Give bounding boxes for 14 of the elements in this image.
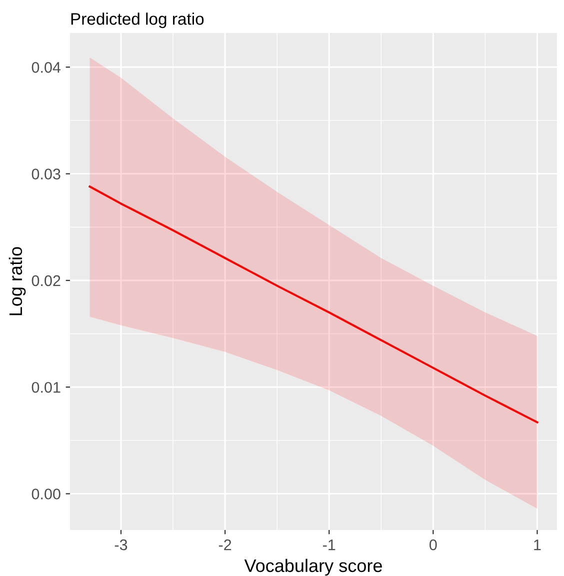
y-tick-label: 0.00	[32, 488, 60, 500]
x-tick-label: 1	[534, 540, 541, 550]
y-axis-title: Log ratio	[8, 247, 26, 316]
line-series	[88, 186, 538, 424]
x-tick-label: 0	[430, 539, 437, 550]
y-tick-label: 0.03	[32, 168, 60, 180]
y-tick-label: 0.04	[32, 62, 61, 73]
x-axis-title: Vocabulary score	[244, 558, 382, 576]
x-tick-label: -1	[322, 540, 336, 550]
chart-title: Predicted log ratio	[71, 12, 204, 28]
y-tick-label: 0.02	[32, 275, 60, 286]
x-tick-label: -2	[218, 539, 232, 550]
x-tick-label: -3	[114, 539, 128, 550]
y-tick-label: 0.01	[32, 382, 60, 393]
